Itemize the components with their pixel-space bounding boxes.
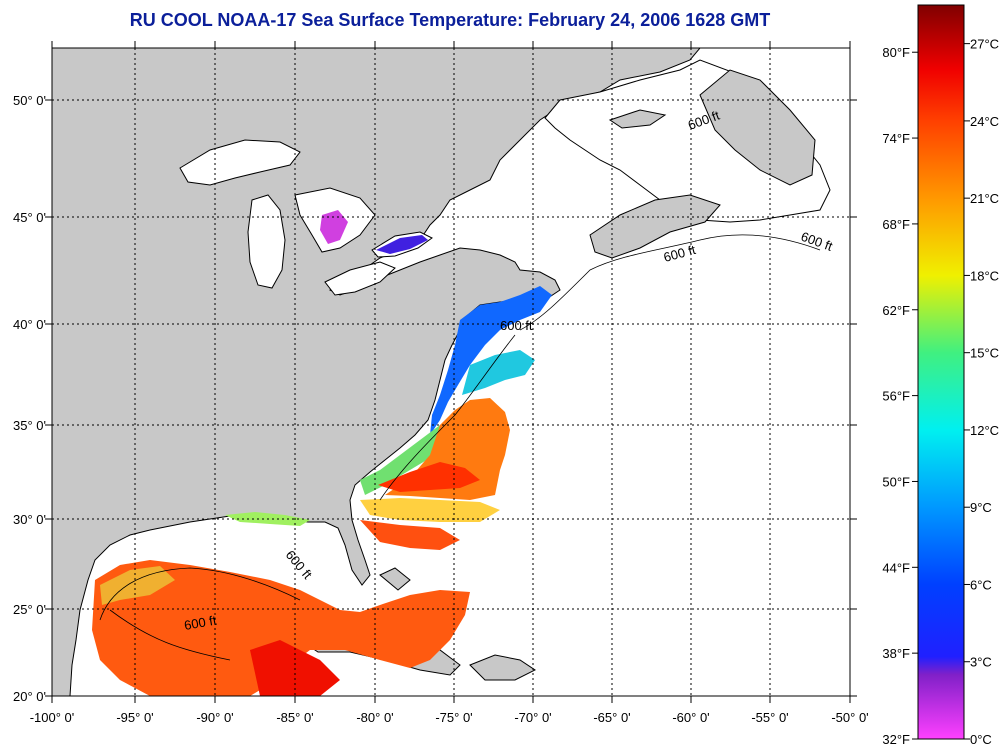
colorbar-f-label: 50°F [882,474,910,489]
colorbar-c-label: 15°C [970,346,999,361]
colorbar-fahrenheit-labels: 80°F 74°F 68°F 62°F 56°F 50°F 44°F 38°F 32°F [882,45,910,747]
colorbar-bar [917,4,965,740]
land-bahamas [379,567,411,591]
latitude-label: 30° 0' [13,512,46,527]
colorbar-c-label: 24°C [970,114,999,129]
land-nova-scotia [589,194,721,259]
map-area: 600 ft 600 ft 600 ft 600 ft 600 ft 600 f… [52,48,850,696]
colorbar-f-label: 62°F [882,303,910,318]
map-frame [51,47,851,697]
colorbar-ticks [912,43,970,740]
lake-superior [179,139,301,186]
colorbar-f-label: 74°F [882,131,910,146]
sst-northeast-blue [430,286,552,435]
longitude-label: -90° 0' [196,710,233,725]
longitude-label: -75° 0' [435,710,472,725]
longitude-labels: -100° 0' -95° 0' -90° 0' -85° 0' -80° 0' -75°… [30,710,869,725]
colorbar-c-label: 3°C [970,655,992,670]
longitude-label: -70° 0' [514,710,551,725]
sst-florida-east [360,520,460,550]
sst-sargasso-yellow [360,498,500,522]
longitude-label: -50° 0' [831,710,868,725]
graticule [52,48,850,696]
land-anticosti [608,109,667,129]
land-hispaniola [469,654,536,681]
longitude-label: -55° 0' [751,710,788,725]
colorbar-celsius-labels: 27°C 24°C 21°C 18°C 15°C 12°C 9°C 6°C 3°C 0°C [970,37,999,747]
lake-huron-sst [320,210,348,244]
latitude-label: 45° 0' [13,210,46,225]
longitude-label: -85° 0' [276,710,313,725]
colorbar: 80°F 74°F 68°F 62°F 56°F 50°F 44°F 38°F 32°F 27°… [882,4,999,747]
colorbar-c-label: 6°C [970,577,992,592]
axis-ticks [45,41,857,703]
colorbar-f-label: 32°F [882,732,910,747]
map-title: RU COOL NOAA-17 Sea Surface Temperature:… [129,10,771,30]
lake-erie [324,261,396,296]
longitude-label: -100° 0' [30,710,75,725]
sst-gulf-shelf-yellow [100,566,175,605]
lake-ontario-sst [376,235,428,254]
longitude-label: -60° 0' [672,710,709,725]
isobath-label: 600 ft [183,612,218,632]
lake-michigan [247,194,286,289]
land-newfoundland [699,69,816,186]
latitude-label: 35° 0' [13,418,46,433]
latitude-label: 40° 0' [13,317,46,332]
latitude-label: 25° 0' [13,602,46,617]
colorbar-c-label: 27°C [970,37,999,52]
colorbar-f-label: 56°F [882,389,910,404]
isobath-600ft [99,234,821,661]
sst-mid-atlantic-cyan [462,350,535,395]
colorbar-f-label: 68°F [882,217,910,232]
latitude-label: 50° 0' [13,93,46,108]
colorbar-c-label: 21°C [970,191,999,206]
sst-gulf-of-mexico [92,560,470,696]
isobath-label: 600 ft [500,318,533,333]
latitude-labels: 50° 0' 45° 0' 40° 0' 35° 0' 30° 0' 25° 0' 20° … [13,93,46,704]
colorbar-f-label: 38°F [882,646,910,661]
colorbar-c-label: 0°C [970,732,992,747]
latitude-label: 20° 0' [13,689,46,704]
longitude-label: -80° 0' [356,710,393,725]
longitude-label: -95° 0' [116,710,153,725]
colorbar-c-label: 12°C [970,423,999,438]
longitude-label: -65° 0' [593,710,630,725]
colorbar-f-label: 44°F [882,560,910,575]
colorbar-c-label: 9°C [970,500,992,515]
colorbar-c-label: 18°C [970,268,999,283]
colorbar-f-label: 80°F [882,45,910,60]
